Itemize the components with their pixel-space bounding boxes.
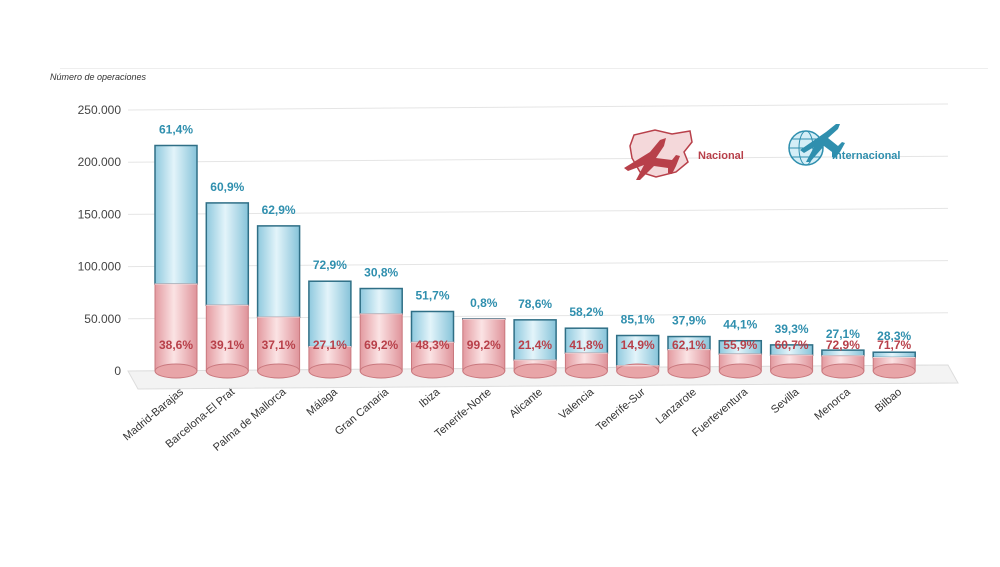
gridline	[127, 155, 949, 163]
bar-base	[872, 363, 916, 379]
y-tick-label: 0	[114, 364, 121, 378]
top-divider	[60, 68, 988, 69]
bar-base	[821, 363, 865, 379]
data-label-internacional: 61,4%	[159, 122, 193, 136]
x-tick-label: Ibiza	[417, 386, 443, 411]
bar-internacional	[410, 310, 455, 344]
data-label-internacional: 62,9%	[262, 203, 296, 217]
y-tick-label: 250.000	[78, 103, 122, 117]
data-label-internacional: 0,8%	[470, 296, 498, 310]
bar-base	[359, 363, 403, 379]
x-tick-label: Fuerteventura	[690, 386, 751, 440]
y-tick-label: 150.000	[78, 207, 122, 221]
bar-base	[411, 363, 454, 379]
bar-nacional	[154, 283, 198, 372]
data-label-nacional: 55,9%	[723, 338, 757, 352]
legend: Nacional Internacional	[624, 124, 900, 180]
bar-internacional	[205, 202, 250, 307]
legend-internacional-label: Internacional	[832, 150, 900, 162]
data-label-internacional: 60,9%	[210, 180, 244, 194]
x-tick-label: Gran Canaria	[333, 386, 392, 438]
data-label-nacional: 71,7%	[877, 338, 911, 352]
bar-base	[564, 363, 608, 379]
bar-base	[616, 363, 660, 379]
data-label-internacional: 78,6%	[518, 297, 552, 311]
data-label-nacional: 72,9%	[826, 338, 860, 352]
legend-nacional-label: Nacional	[698, 150, 744, 162]
data-label-internacional: 37,9%	[672, 314, 706, 328]
data-label-nacional: 41,8%	[569, 338, 603, 352]
data-label-internacional: 72,9%	[313, 258, 347, 272]
y-tick-label: 200.000	[78, 155, 122, 169]
data-label-internacional: 39,3%	[775, 322, 809, 336]
data-label-internacional: 85,1%	[621, 313, 655, 327]
data-label-nacional: 60,7%	[775, 338, 809, 352]
globe-plane-icon	[788, 124, 845, 166]
data-label-nacional: 14,9%	[621, 338, 655, 352]
x-tick-label: Alicante	[507, 386, 545, 420]
data-label-nacional: 62,1%	[672, 338, 706, 352]
x-tick-label: Tenerife-Norte	[433, 386, 494, 440]
x-tick-label: Lanzarote	[654, 386, 699, 427]
data-label-nacional: 27,1%	[313, 338, 347, 352]
gridline	[127, 260, 949, 268]
data-label-nacional: 37,1%	[262, 338, 296, 352]
data-label-nacional: 99,2%	[467, 338, 501, 352]
legend-nacional: Nacional	[624, 129, 744, 180]
x-tick-label: Menorca	[812, 386, 853, 423]
y-tick-label: 100.000	[78, 260, 122, 274]
data-label-nacional: 69,2%	[364, 338, 398, 352]
bar-nacional	[462, 318, 506, 372]
data-label-internacional: 30,8%	[364, 266, 398, 280]
data-label-nacional: 38,6%	[159, 338, 193, 352]
bar-base	[257, 363, 301, 379]
bar-base	[770, 363, 814, 379]
data-label-internacional: 27,1%	[826, 327, 860, 341]
x-tick-label: Valencia	[557, 386, 597, 422]
gridline	[127, 312, 949, 320]
bar-internacional	[154, 144, 198, 285]
bar-layer	[154, 144, 916, 379]
x-tick-label: Málaga	[304, 386, 340, 419]
bar-base	[154, 363, 198, 379]
bar-internacional	[872, 351, 916, 359]
bar-internacional	[256, 225, 301, 318]
data-label-nacional: 21,4%	[518, 338, 552, 352]
bar-base	[513, 363, 557, 379]
data-label-internacional: 51,7%	[415, 288, 449, 302]
bar-base	[718, 363, 762, 379]
bar-base	[667, 363, 711, 379]
spain-map-plane-icon	[624, 129, 693, 180]
y-tick-label: 50.000	[84, 312, 121, 326]
y-axis-label: Número de operaciones	[50, 72, 147, 82]
bar-base	[205, 363, 249, 379]
data-label-internacional: 58,2%	[569, 305, 603, 319]
bar-base	[308, 363, 352, 379]
bar-internacional	[564, 327, 609, 354]
x-tick-label: Sevilla	[769, 386, 802, 417]
bar-internacional	[308, 280, 352, 348]
data-label-nacional: 48,3%	[415, 338, 449, 352]
bar-base	[462, 363, 506, 379]
data-label-internacional: 28,3%	[877, 329, 911, 343]
bar-nacional	[257, 316, 301, 372]
bar-internacional	[359, 287, 403, 315]
x-tick-label: Tenerife-Sur	[594, 386, 648, 434]
legend-internacional: Internacional	[788, 124, 900, 166]
gridline	[127, 103, 949, 111]
x-tick-label: Bilbao	[873, 386, 904, 415]
gridline	[127, 207, 949, 215]
data-label-nacional: 39,1%	[210, 338, 244, 352]
data-label-internacional: 44,1%	[723, 318, 757, 332]
